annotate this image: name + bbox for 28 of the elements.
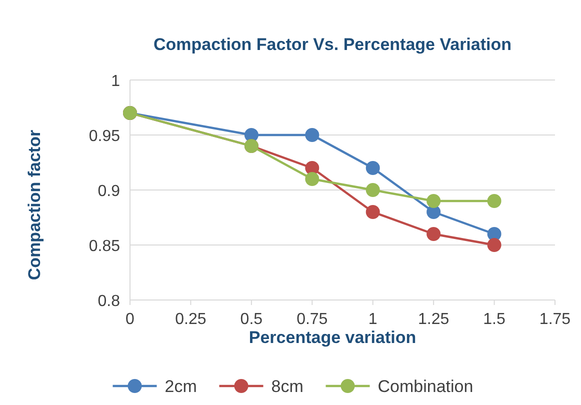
x-tick-label: 1.5 bbox=[483, 311, 506, 328]
point bbox=[487, 238, 502, 252]
x-tick-label: 0.5 bbox=[240, 311, 263, 328]
legend-label: 8cm bbox=[271, 377, 304, 396]
legend-label: 2cm bbox=[164, 377, 197, 396]
y-tick-label: 0.85 bbox=[88, 238, 120, 255]
y-tick-label: 0.8 bbox=[98, 293, 120, 310]
legend-label: Combination bbox=[378, 377, 474, 396]
x-tick-label: 1.25 bbox=[418, 311, 450, 328]
x-axis-title: Percentage variation bbox=[248, 328, 416, 347]
y-axis-title: Compaction factor bbox=[25, 130, 44, 280]
y-tick-label: 0.9 bbox=[98, 183, 120, 200]
chart-title: Compaction Factor Vs. Percentage Variation bbox=[153, 35, 512, 54]
point bbox=[426, 194, 441, 208]
x-tick-label: 1 bbox=[368, 311, 378, 328]
y-tick-label: 0.95 bbox=[88, 128, 120, 145]
x-tick-label: 1.75 bbox=[539, 311, 571, 328]
point bbox=[366, 161, 380, 175]
y-tick-label: 1 bbox=[111, 73, 120, 90]
point bbox=[426, 227, 441, 241]
x-tick-label: 0.75 bbox=[296, 311, 328, 328]
point bbox=[305, 172, 320, 186]
point bbox=[366, 183, 380, 197]
x-tick-label: 0.25 bbox=[175, 311, 206, 328]
point bbox=[305, 128, 320, 142]
point bbox=[487, 194, 502, 208]
x-tick-label: 0 bbox=[126, 311, 135, 328]
point bbox=[366, 205, 380, 219]
